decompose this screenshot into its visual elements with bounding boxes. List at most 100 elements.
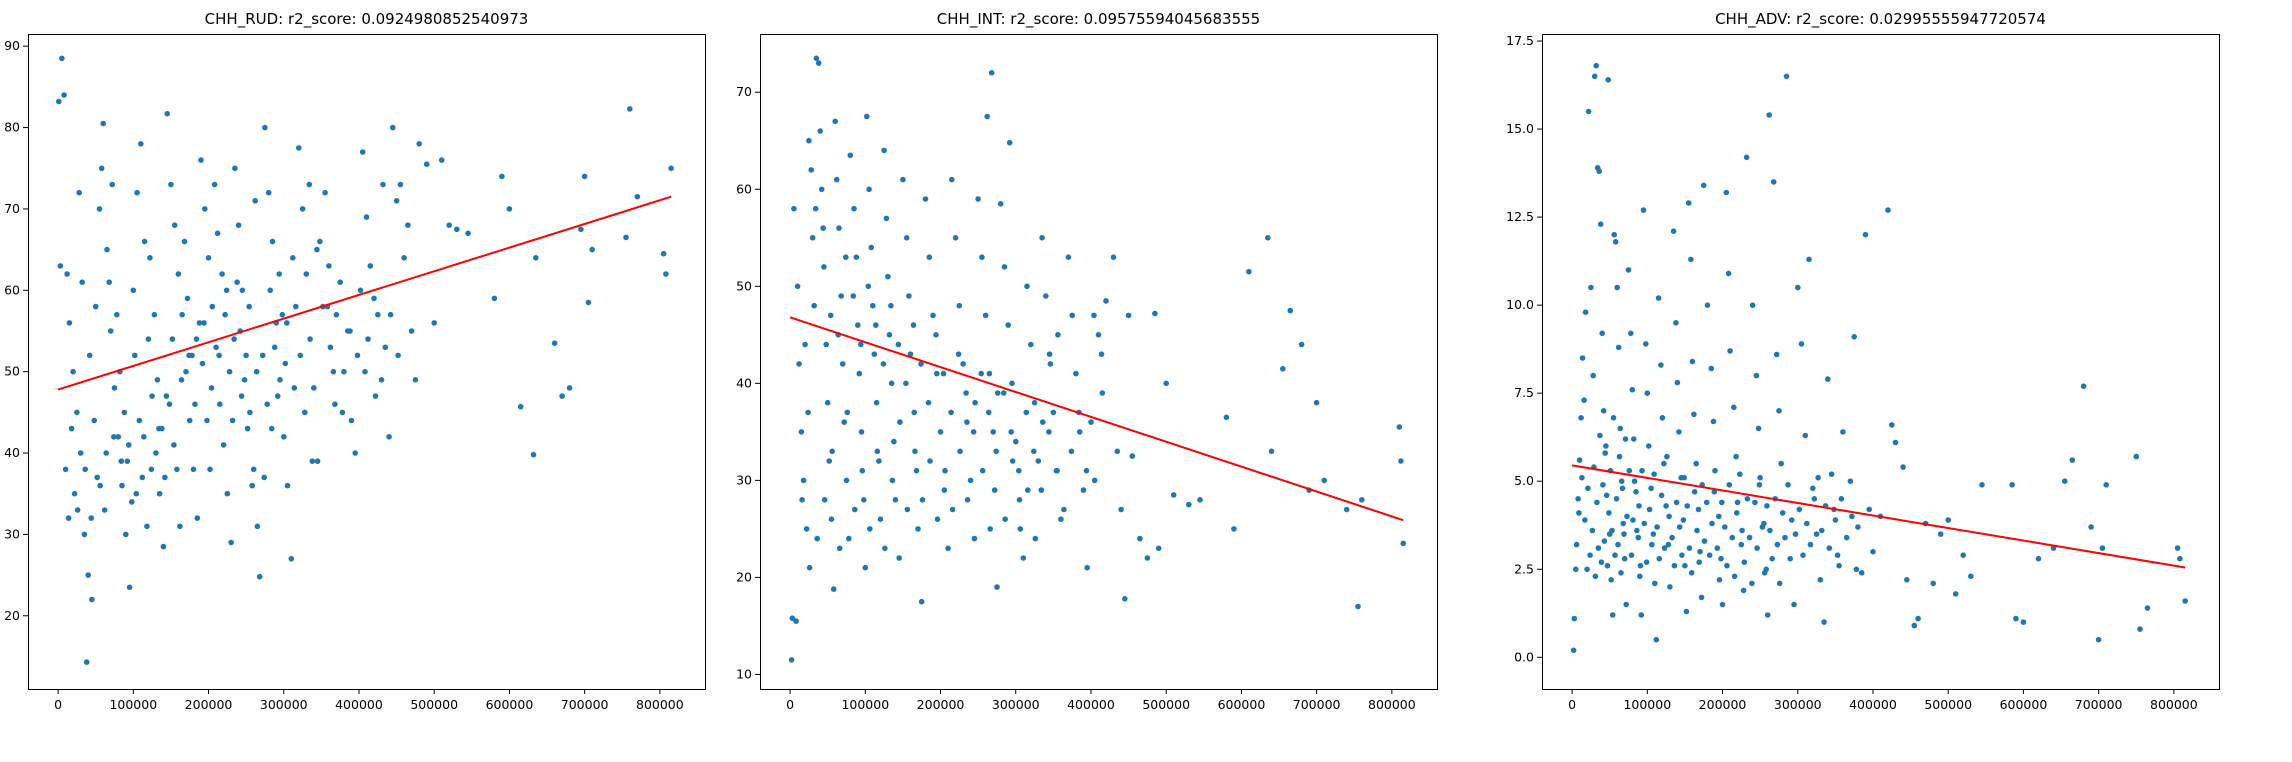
data-point	[1610, 415, 1617, 421]
data-point	[491, 295, 498, 302]
data-point	[1900, 464, 1906, 470]
data-point	[1930, 580, 1936, 587]
data-point	[1838, 496, 1845, 502]
data-point	[208, 385, 215, 391]
data-point	[1268, 448, 1275, 455]
data-point	[136, 417, 143, 424]
data-point	[177, 523, 183, 530]
data-point	[1767, 527, 1773, 534]
data-point	[141, 434, 147, 440]
data-point	[401, 254, 407, 261]
data-point	[232, 165, 238, 172]
data-point	[948, 409, 954, 416]
data-point	[793, 618, 799, 624]
data-point	[156, 425, 162, 432]
data-point	[1590, 372, 1596, 379]
data-point	[956, 302, 963, 309]
data-point	[836, 545, 843, 552]
data-point	[1000, 390, 1007, 396]
data-point	[1008, 429, 1014, 435]
data-point	[1646, 506, 1653, 513]
data-point	[446, 222, 453, 228]
data-point	[111, 385, 118, 391]
data-point	[975, 196, 981, 202]
subplot-chh-rud: CHH_RUD: r2_score: 0.0924980852540973 0 10…	[4, 10, 706, 712]
data-point	[805, 409, 811, 416]
data-point	[963, 390, 969, 396]
data-point	[363, 214, 370, 220]
x-tick-label: 700000	[561, 697, 609, 712]
data-point	[98, 165, 105, 172]
data-point	[2099, 545, 2106, 551]
data-point	[1659, 415, 1666, 421]
data-point	[2009, 482, 2015, 488]
data-point	[211, 181, 218, 188]
data-point	[71, 490, 78, 497]
data-point	[1604, 562, 1611, 569]
data-point	[1652, 580, 1658, 587]
data-point	[859, 467, 866, 474]
data-point	[1834, 552, 1841, 558]
x-tick-label: 400000	[1067, 697, 1115, 712]
data-point	[1637, 573, 1643, 580]
data-point	[1576, 510, 1582, 516]
data-point	[1791, 601, 1797, 608]
data-point	[1718, 555, 1724, 562]
data-point	[1231, 526, 1237, 532]
data-point	[132, 352, 138, 359]
data-point	[393, 198, 400, 204]
data-point	[238, 393, 245, 399]
data-point	[224, 490, 231, 497]
data-point	[183, 368, 189, 375]
data-point	[926, 254, 933, 260]
data-point	[1280, 366, 1286, 372]
data-point	[1137, 535, 1143, 542]
data-point	[1603, 443, 1609, 449]
data-point	[1766, 112, 1772, 118]
data-point	[2020, 619, 2027, 625]
data-point	[866, 186, 872, 193]
data-point	[1579, 355, 1586, 361]
data-point	[228, 539, 234, 546]
data-point	[889, 477, 896, 484]
data-point	[2137, 626, 2143, 632]
data-point	[865, 283, 872, 290]
data-point	[1743, 154, 1750, 161]
data-point	[1937, 531, 1944, 537]
data-point	[2088, 524, 2094, 530]
data-point	[1640, 207, 1647, 213]
data-point	[888, 302, 894, 309]
data-point	[101, 507, 108, 513]
data-point	[852, 506, 858, 513]
data-point	[333, 311, 340, 318]
data-point	[1622, 436, 1629, 442]
data-point	[1585, 108, 1592, 115]
data-point	[371, 295, 377, 302]
data-point	[806, 564, 813, 571]
data-point	[261, 474, 268, 481]
data-point	[1847, 478, 1854, 485]
data-point	[357, 287, 364, 294]
data-point	[1716, 577, 1723, 583]
y-tick-label: 60	[736, 181, 752, 196]
data-point	[858, 341, 864, 348]
x-tick-label: 100000	[1623, 697, 1671, 712]
data-point	[1731, 573, 1738, 580]
y-tick-label: 60	[4, 282, 20, 297]
data-point	[904, 506, 911, 513]
data-point	[1911, 622, 1918, 629]
data-point	[1040, 419, 1046, 425]
data-point	[1573, 566, 1579, 573]
data-point	[952, 235, 959, 241]
data-point	[216, 352, 222, 359]
data-point	[1359, 497, 1365, 503]
x-tick-label: 500000	[1924, 697, 1972, 712]
x-tick-label: 300000	[992, 697, 1040, 712]
data-point	[791, 205, 797, 212]
data-point	[833, 176, 840, 183]
x-tick-label: 500000	[1142, 697, 1190, 712]
y-tick-label: 40	[736, 375, 752, 390]
data-point	[279, 311, 286, 318]
data-point	[1648, 485, 1654, 492]
data-point	[163, 393, 170, 399]
